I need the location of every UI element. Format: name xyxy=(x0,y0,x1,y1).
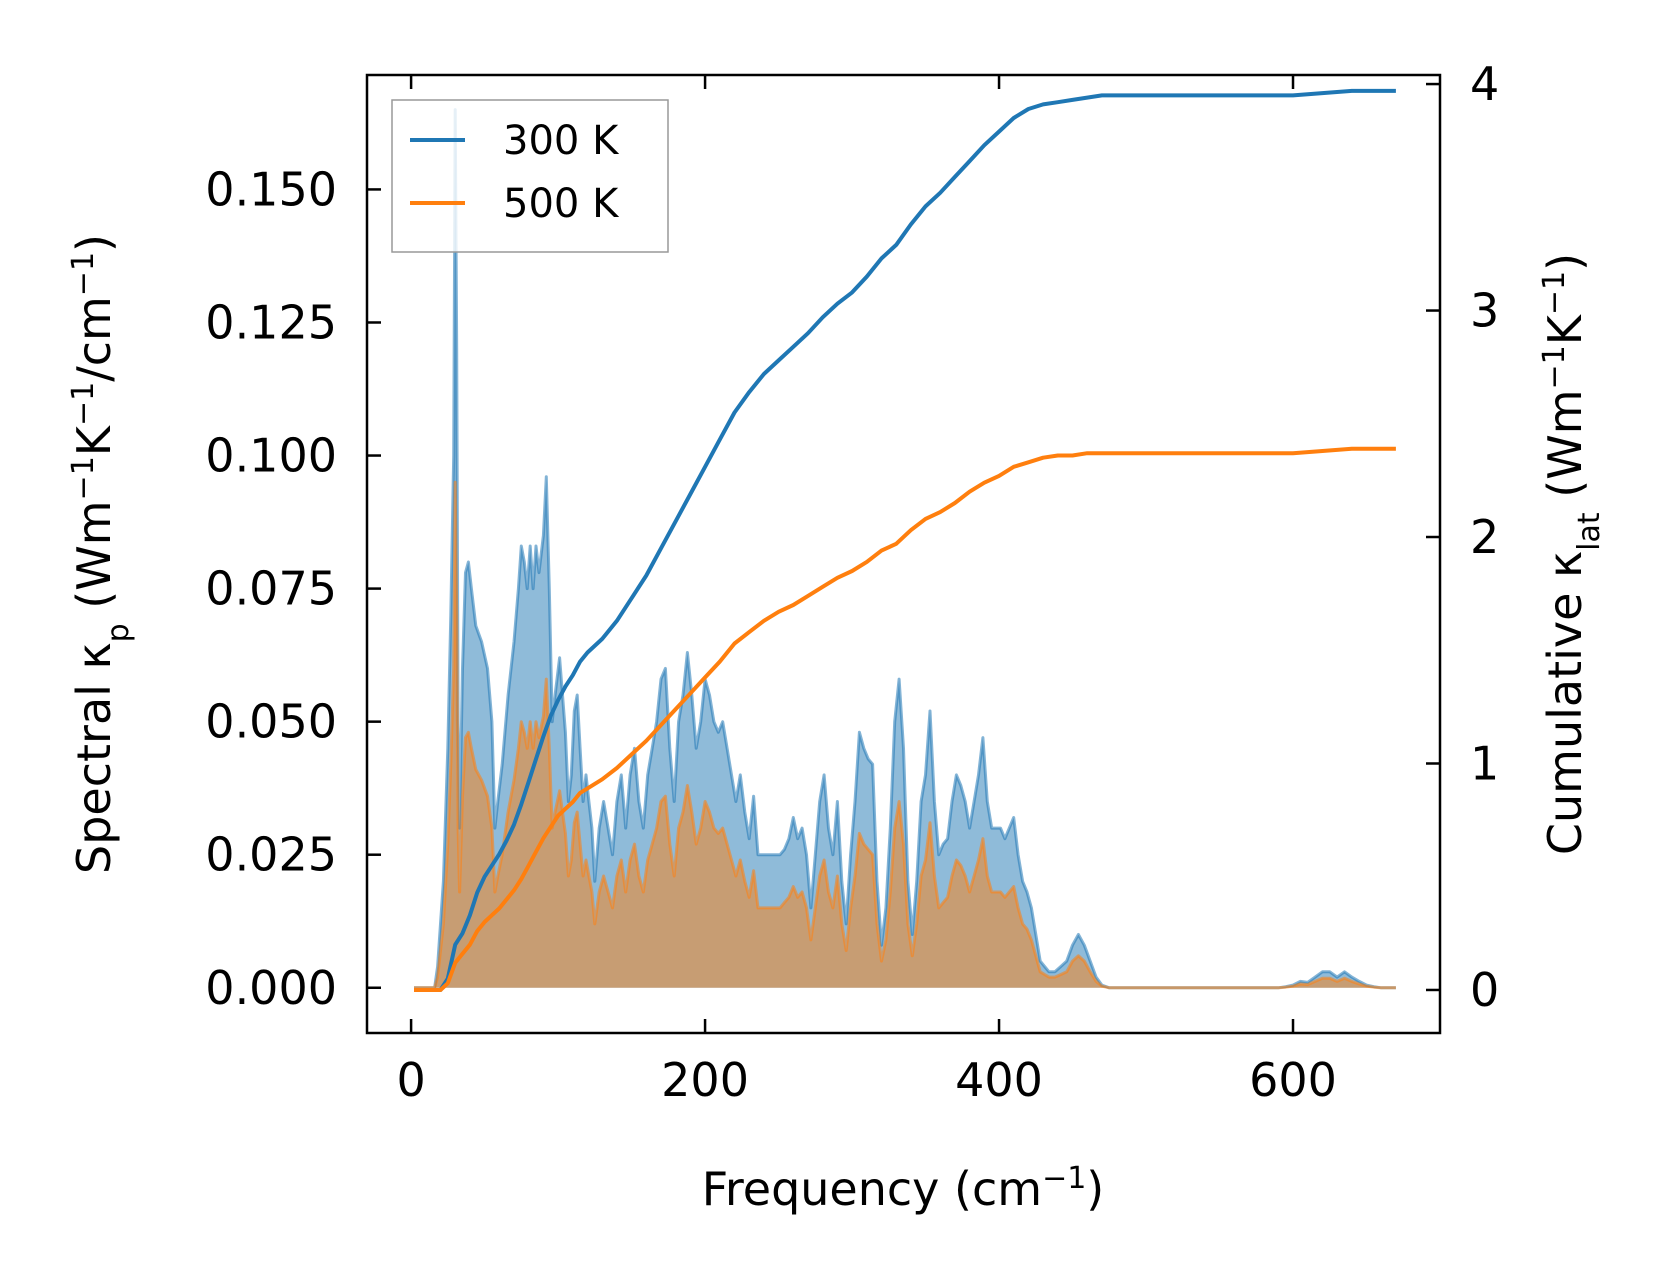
y-left-tick-label: 0.075 xyxy=(205,562,337,616)
x-tick-label: 200 xyxy=(661,1053,749,1107)
legend-label-300k: 300 K xyxy=(503,118,620,164)
y-axis-right-label: Cumulative κlat (Wm−1K−1) xyxy=(1537,253,1607,855)
y-left-tick-label: 0.150 xyxy=(205,162,337,216)
y-left-tick-label: 0.000 xyxy=(205,961,337,1015)
y-right-tick-label: 4 xyxy=(1470,57,1499,111)
x-axis-label: Frequency (cm−1) xyxy=(702,1161,1105,1217)
x-tick-label: 0 xyxy=(396,1053,425,1107)
y-right-tick-label: 2 xyxy=(1470,510,1499,564)
y-axis-left-label: Spectral κp (Wm−1K−1/cm−1) xyxy=(66,234,136,874)
legend: 300 K 500 K xyxy=(391,99,669,253)
axes-frame xyxy=(365,73,1442,1035)
y-right-tick-label: 0 xyxy=(1470,963,1499,1017)
y-left-tick-label: 0.100 xyxy=(205,429,337,483)
cumulative-line-500k xyxy=(414,446,1396,992)
spectral-line-500k xyxy=(414,480,1396,990)
plot-area xyxy=(414,88,1396,992)
y-left-tick-label: 0.125 xyxy=(205,295,337,349)
legend-label-500k: 500 K xyxy=(503,181,620,227)
spectral-line-300k xyxy=(414,108,1396,990)
spectral-fill-300k xyxy=(414,109,1396,988)
y-right-tick-label: 3 xyxy=(1470,284,1499,338)
y-left-tick-label: 0.050 xyxy=(205,695,337,749)
x-tick-label: 600 xyxy=(1249,1053,1337,1107)
spectral-fill-500k xyxy=(414,482,1396,988)
y-left-tick-label: 0.025 xyxy=(205,828,337,882)
axis-ticks: 0 200 400 600 0.000 0.025 0.050 0.075 0.100 0.125… xyxy=(205,57,1499,1107)
spectral-fills xyxy=(414,109,1396,988)
y-right-tick-label: 1 xyxy=(1470,736,1499,790)
spectral-lines xyxy=(414,108,1396,990)
cumulative-line-300k xyxy=(414,88,1396,992)
legend-box xyxy=(391,99,669,253)
x-tick-label: 400 xyxy=(955,1053,1043,1107)
cumulative-lines xyxy=(414,88,1396,992)
